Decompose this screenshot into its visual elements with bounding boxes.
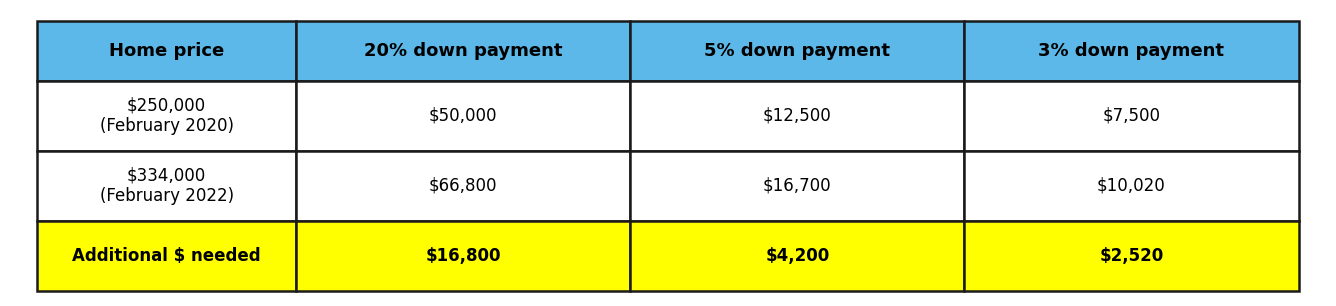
Text: $2,520: $2,520: [1100, 247, 1164, 265]
Text: 20% down payment: 20% down payment: [363, 42, 562, 60]
Bar: [965, 81, 1299, 151]
Bar: [297, 221, 631, 291]
Bar: [631, 21, 965, 81]
Text: $16,700: $16,700: [763, 177, 831, 195]
Text: $50,000: $50,000: [429, 107, 497, 125]
Text: $16,800: $16,800: [425, 247, 501, 265]
Text: $4,200: $4,200: [766, 247, 830, 265]
Text: $250,000
(February 2020): $250,000 (February 2020): [100, 96, 234, 135]
Text: $66,800: $66,800: [429, 177, 497, 195]
Text: $12,500: $12,500: [763, 107, 831, 125]
Text: 3% down payment: 3% down payment: [1038, 42, 1225, 60]
Text: $10,020: $10,020: [1097, 177, 1166, 195]
Text: $334,000
(February 2022): $334,000 (February 2022): [100, 166, 234, 205]
Bar: [631, 221, 965, 291]
Text: $7,500: $7,500: [1102, 107, 1161, 125]
Bar: [965, 21, 1299, 81]
Bar: [297, 81, 631, 151]
Bar: [37, 21, 297, 81]
Bar: [965, 151, 1299, 221]
Bar: [37, 221, 297, 291]
Bar: [37, 151, 297, 221]
Bar: [631, 81, 965, 151]
Bar: [965, 221, 1299, 291]
Text: Home price: Home price: [110, 42, 224, 60]
Bar: [297, 21, 631, 81]
Text: 5% down payment: 5% down payment: [704, 42, 890, 60]
Bar: [631, 151, 965, 221]
Text: Additional $ needed: Additional $ needed: [72, 247, 261, 265]
Bar: [297, 151, 631, 221]
Bar: [37, 81, 297, 151]
